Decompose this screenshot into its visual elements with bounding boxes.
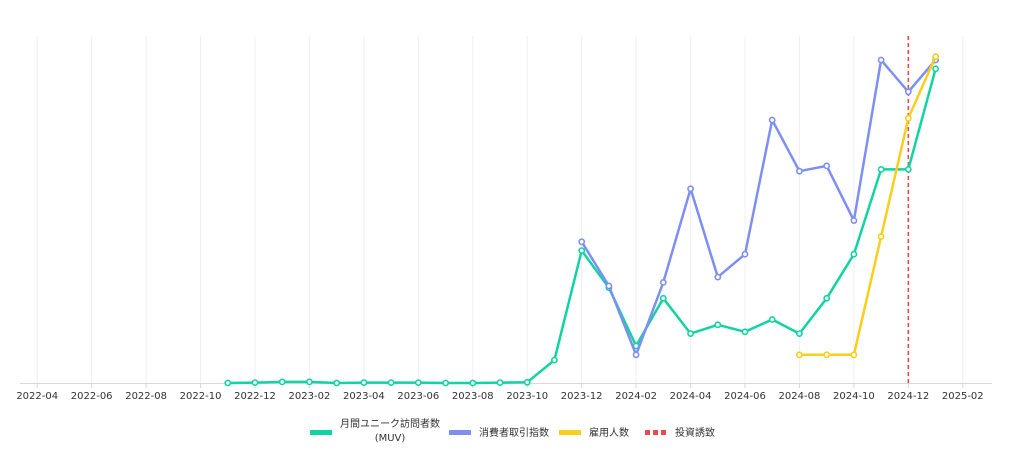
series-0 — [224, 65, 939, 387]
data-point[interactable] — [796, 330, 803, 337]
data-point[interactable] — [605, 282, 613, 290]
x-axis-ticks: 2022-04 2022-06 2022-08 2022-10 2022-12 2023-… — [16, 383, 984, 402]
x-tick-label: 2024-06 — [724, 391, 766, 402]
series-lines — [224, 53, 939, 387]
data-point[interactable] — [442, 379, 449, 387]
legend-item-muv[interactable]: 月間ユニーク訪問者数 (MUV) — [310, 417, 440, 444]
data-point[interactable] — [469, 379, 477, 387]
x-tick-label: 2024-02 — [615, 391, 657, 402]
data-point[interactable] — [496, 379, 504, 386]
data-point[interactable] — [714, 273, 722, 281]
x-tick-label: 2022-12 — [234, 391, 276, 402]
data-point[interactable] — [578, 247, 586, 254]
series-1 — [578, 56, 939, 359]
data-point[interactable] — [932, 53, 939, 60]
data-point[interactable] — [932, 65, 939, 73]
data-point[interactable] — [523, 378, 531, 386]
legend-label-investment: 投資誘致 — [675, 426, 715, 439]
series-line — [580, 58, 937, 357]
data-point[interactable] — [578, 238, 586, 246]
legend-swatch-muv — [310, 430, 332, 435]
x-tick-label: 2023-04 — [343, 391, 385, 402]
x-tick-label: 2024-04 — [670, 391, 712, 402]
data-point[interactable] — [414, 379, 422, 386]
data-point[interactable] — [278, 378, 286, 386]
data-point[interactable] — [768, 316, 776, 323]
data-point[interactable] — [659, 278, 667, 286]
series-line — [798, 55, 937, 357]
data-point[interactable] — [850, 351, 858, 359]
x-tick-label: 2022-06 — [71, 391, 113, 402]
data-point[interactable] — [823, 351, 831, 359]
data-point[interactable] — [768, 116, 776, 124]
x-tick-label: 2023-06 — [397, 391, 439, 402]
data-point[interactable] — [850, 217, 858, 224]
data-point[interactable] — [251, 379, 259, 386]
legend-label-muv: 月間ユニーク訪問者数 — [340, 417, 440, 430]
series-2 — [796, 53, 939, 359]
x-tick-label: 2024-08 — [779, 391, 821, 402]
legend-label-employees: 雇用人数 — [589, 426, 629, 439]
data-point[interactable] — [659, 294, 667, 302]
data-point[interactable] — [714, 321, 722, 329]
data-point[interactable] — [741, 250, 749, 258]
x-tick-label: 2023-08 — [452, 391, 494, 402]
data-point[interactable] — [632, 351, 640, 359]
data-point[interactable] — [687, 185, 694, 193]
data-point[interactable] — [305, 378, 313, 386]
x-tick-label: 2024-12 — [887, 391, 929, 402]
x-tick-label: 2022-08 — [125, 391, 167, 402]
legend-item-consumer-index[interactable]: 消費者取引指数 — [449, 426, 549, 439]
x-tick-label: 2025-02 — [942, 391, 984, 402]
data-point[interactable] — [741, 328, 749, 336]
x-tick-label: 2022-10 — [180, 391, 222, 402]
x-tick-label: 2023-02 — [289, 391, 331, 402]
data-point[interactable] — [904, 165, 912, 173]
data-point[interactable] — [387, 379, 395, 386]
data-point[interactable] — [687, 330, 694, 337]
legend-item-employees[interactable]: 雇用人数 — [559, 426, 629, 439]
data-point[interactable] — [850, 250, 858, 258]
legend-item-investment[interactable]: 投資誘致 — [645, 426, 715, 439]
x-tick-label: 2023-10 — [506, 391, 548, 402]
data-point[interactable] — [877, 56, 885, 64]
legend-swatch-consumer-index — [449, 430, 471, 435]
legend: 月間ユニーク訪問者数 (MUV) 消費者取引指数 雇用人数 投資誘致 — [310, 417, 715, 444]
data-point[interactable] — [904, 114, 912, 122]
data-point[interactable] — [823, 162, 831, 170]
x-tick-label: 2023-12 — [561, 391, 603, 402]
data-point[interactable] — [823, 294, 831, 302]
legend-label-consumer-index: 消費者取引指数 — [479, 426, 549, 439]
data-point[interactable] — [796, 167, 803, 175]
data-point[interactable] — [224, 379, 232, 387]
data-point[interactable] — [551, 356, 558, 364]
legend-label-muv-line2: (MUV) — [375, 433, 406, 444]
data-point[interactable] — [877, 233, 885, 240]
data-point[interactable] — [904, 88, 912, 96]
x-tick-label: 2024-10 — [833, 391, 875, 402]
data-point[interactable] — [360, 379, 368, 386]
data-point[interactable] — [877, 165, 885, 173]
vertical-gridlines — [36, 36, 964, 383]
legend-swatch-employees — [559, 430, 581, 435]
data-point[interactable] — [796, 351, 803, 359]
x-tick-label: 2022-04 — [16, 391, 58, 402]
data-point[interactable] — [333, 379, 341, 387]
